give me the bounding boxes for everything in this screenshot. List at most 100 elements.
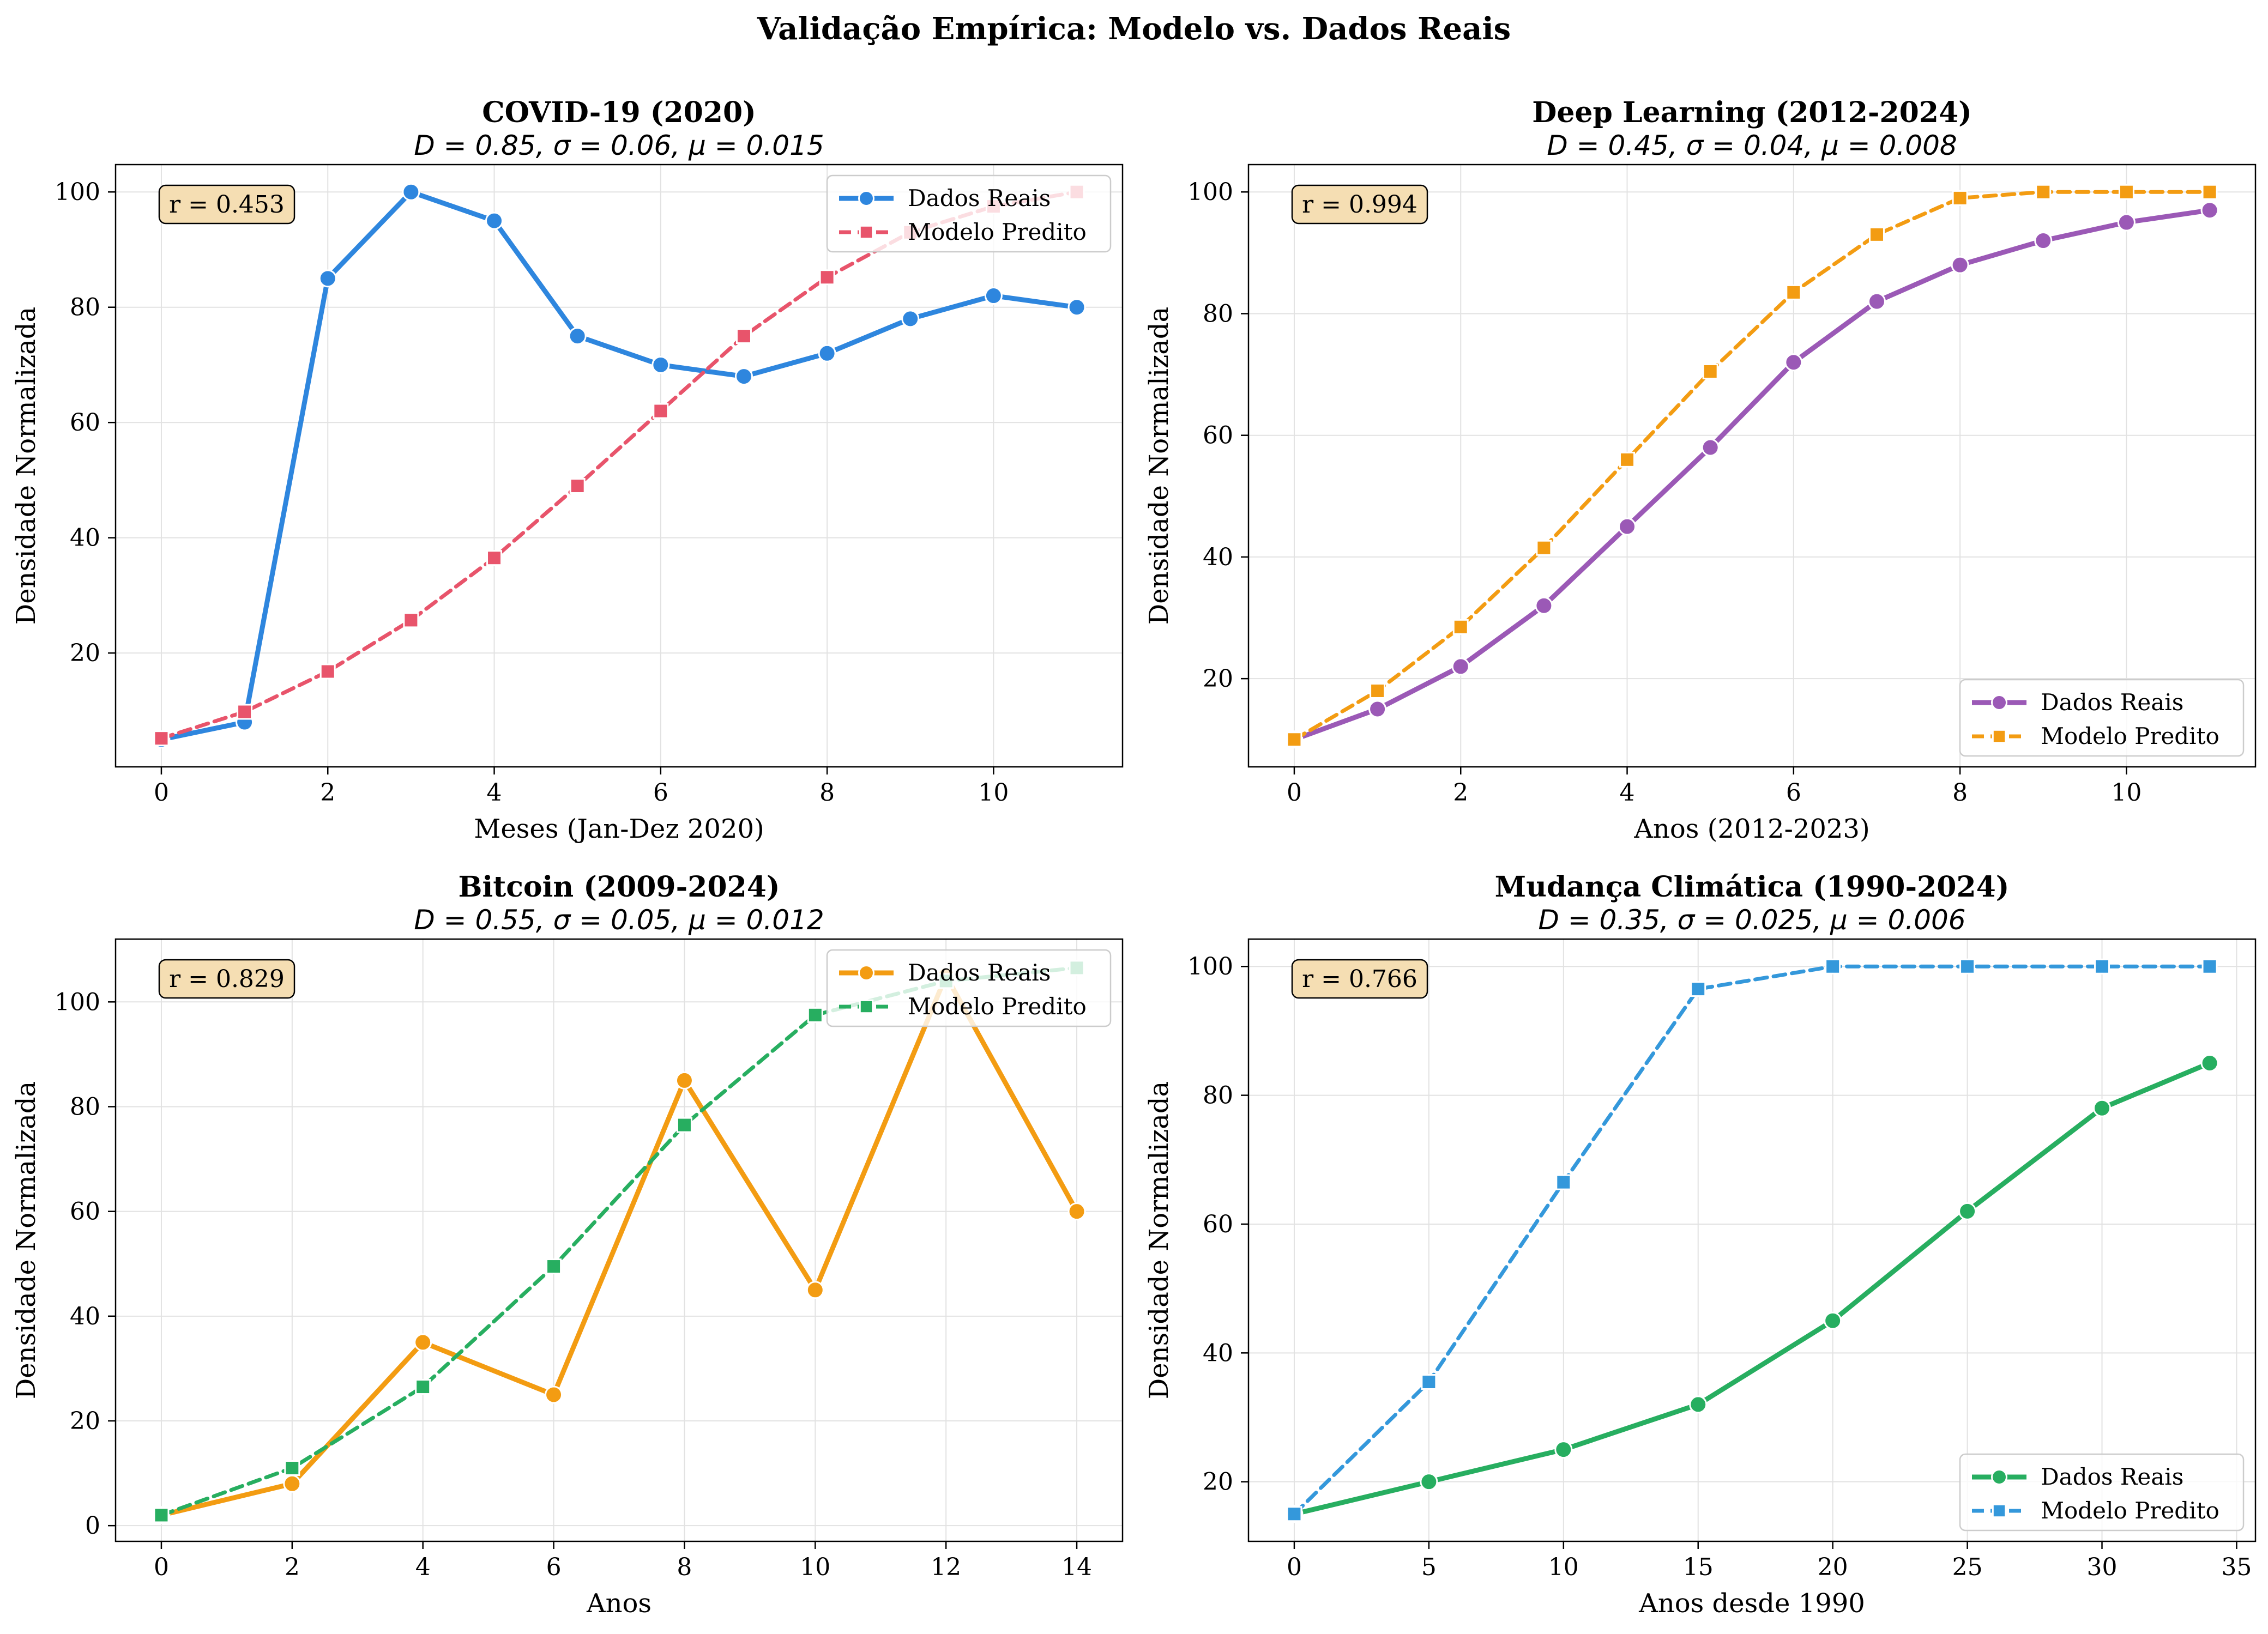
data-point: [1554, 1441, 1573, 1459]
data-point: [1421, 1374, 1437, 1390]
x-tick-label: 14: [1061, 1553, 1092, 1581]
chart-panel-3: 0 2 4 6 8 10 12 14 0 20 40 60 80 100 Bitcoin (2009-202…: [11, 870, 1124, 1619]
data-point: [2200, 1054, 2219, 1072]
data-point: [283, 1474, 301, 1493]
legend-label: Modelo Predito: [908, 219, 1087, 245]
series-1: [1285, 201, 2219, 749]
x-tick-label: 30: [2087, 1553, 2118, 1581]
legend-frame: [826, 949, 1112, 1027]
y-tick-label: 0: [85, 1512, 100, 1540]
legend-label: Dados Reais: [908, 185, 1051, 211]
annotation-box: [158, 959, 295, 999]
legend-swatch-marker: [1992, 729, 2007, 744]
chart-title: COVID-19 (2020): [482, 96, 756, 129]
data-point: [1067, 1202, 1086, 1221]
x-tick-label: 2: [320, 779, 335, 807]
annotation-text: r = 0.453: [169, 191, 285, 219]
data-point: [1952, 190, 1968, 206]
correlation-annotation: r = 0.829: [158, 959, 295, 999]
x-tick-label: 10: [978, 779, 1009, 807]
data-point: [1368, 700, 1387, 718]
y-tick-label: 60: [70, 1198, 100, 1226]
data-point: [2035, 184, 2052, 200]
data-point: [1951, 256, 1969, 274]
chart-panel-4: 0 5 10 15 20 25 30 35 20 40 60 80 100 Mudança Climáti…: [1144, 870, 2257, 1619]
x-tick-label: 10: [2111, 779, 2142, 807]
data-point: [1825, 958, 1841, 975]
chart-title: Deep Learning (2012-2024): [1532, 96, 1972, 129]
axes-frame: [1247, 938, 2257, 1542]
annotation-box: [1291, 959, 1428, 999]
data-point: [403, 612, 419, 628]
data-point: [653, 403, 669, 419]
data-point: [1784, 353, 1803, 372]
correlation-annotation: r = 0.453: [158, 184, 295, 225]
x-tick-label: 8: [1952, 779, 1968, 807]
data-point: [1619, 451, 1636, 468]
y-tick-label: 100: [1187, 178, 1233, 206]
y-axis-label: Densidade Normalizada: [11, 307, 41, 625]
data-point: [1618, 517, 1637, 536]
y-tick-label: 100: [55, 988, 100, 1016]
series-1: [152, 966, 1086, 1524]
data-point: [545, 1385, 563, 1404]
y-tick-label: 80: [70, 294, 100, 322]
axes-frame: [114, 938, 1124, 1542]
x-tick-label: 6: [546, 1553, 562, 1581]
x-tick-label: 2: [1453, 779, 1468, 807]
y-tick-label: 80: [1203, 1082, 1233, 1110]
data-point: [415, 1379, 431, 1395]
series-line: [1292, 964, 2212, 1516]
x-tick-label: 10: [800, 1553, 830, 1581]
legend-label: Modelo Predito: [908, 993, 1087, 1020]
data-point: [1451, 657, 1470, 676]
chart-subtitle: D = 0.55, σ = 0.05, μ = 0.012: [414, 904, 824, 936]
data-point: [807, 1007, 823, 1023]
legend-swatch-marker: [858, 190, 874, 207]
data-point: [569, 478, 586, 494]
data-point: [1959, 958, 1976, 975]
y-tick-label: 40: [70, 524, 100, 552]
legend-swatch-marker: [1991, 1469, 2007, 1485]
chart-panel-2: 0 2 4 6 8 10 20 40 60 80 100 Deep Learning (2012-20…: [1144, 96, 2257, 844]
data-point: [2093, 1099, 2112, 1117]
y-tick-label: 40: [1203, 1339, 1233, 1367]
legend-swatch-marker: [859, 999, 874, 1014]
x-axis-label: Anos: [586, 1588, 652, 1619]
data-point: [1689, 1395, 1708, 1414]
x-tick-label: 5: [1421, 1553, 1437, 1581]
annotation-box: [158, 184, 295, 225]
x-tick-label: 6: [1786, 779, 1801, 807]
legend-label: Dados Reais: [908, 959, 1051, 986]
data-point: [1868, 226, 1885, 243]
data-point: [806, 1281, 824, 1299]
data-point: [319, 663, 336, 680]
figure-title: Validação Empírica: Modelo vs. Dados Rea…: [757, 11, 1511, 47]
legend-frame: [1959, 679, 2245, 757]
data-point: [2117, 213, 2136, 232]
y-tick-label: 20: [1203, 665, 1233, 693]
y-tick-label: 20: [70, 639, 100, 667]
data-point: [652, 355, 670, 374]
y-axis-label: Densidade Normalizada: [1144, 1081, 1174, 1399]
data-point: [901, 310, 920, 328]
y-tick-label: 40: [1203, 543, 1233, 571]
y-tick-label: 60: [1203, 422, 1233, 450]
series-2: [1286, 958, 2218, 1522]
legend: Dados Reais Modelo Predito: [1959, 1453, 2245, 1532]
x-tick-label: 8: [677, 1553, 692, 1581]
correlation-annotation: r = 0.766: [1291, 959, 1428, 999]
y-tick-label: 80: [1203, 300, 1233, 328]
data-point: [818, 344, 836, 362]
data-point: [1555, 1174, 1572, 1190]
legend-swatch-marker: [1992, 1503, 2007, 1518]
data-point: [568, 327, 587, 346]
data-point: [546, 1258, 562, 1275]
chart-title: Mudança Climática (1990-2024): [1495, 870, 2010, 904]
annotation-text: r = 0.766: [1302, 965, 1417, 993]
x-axis-label: Anos (2012-2023): [1633, 814, 1869, 844]
data-point: [153, 1507, 170, 1523]
y-tick-label: 20: [70, 1407, 100, 1435]
x-tick-label: 4: [1620, 779, 1635, 807]
